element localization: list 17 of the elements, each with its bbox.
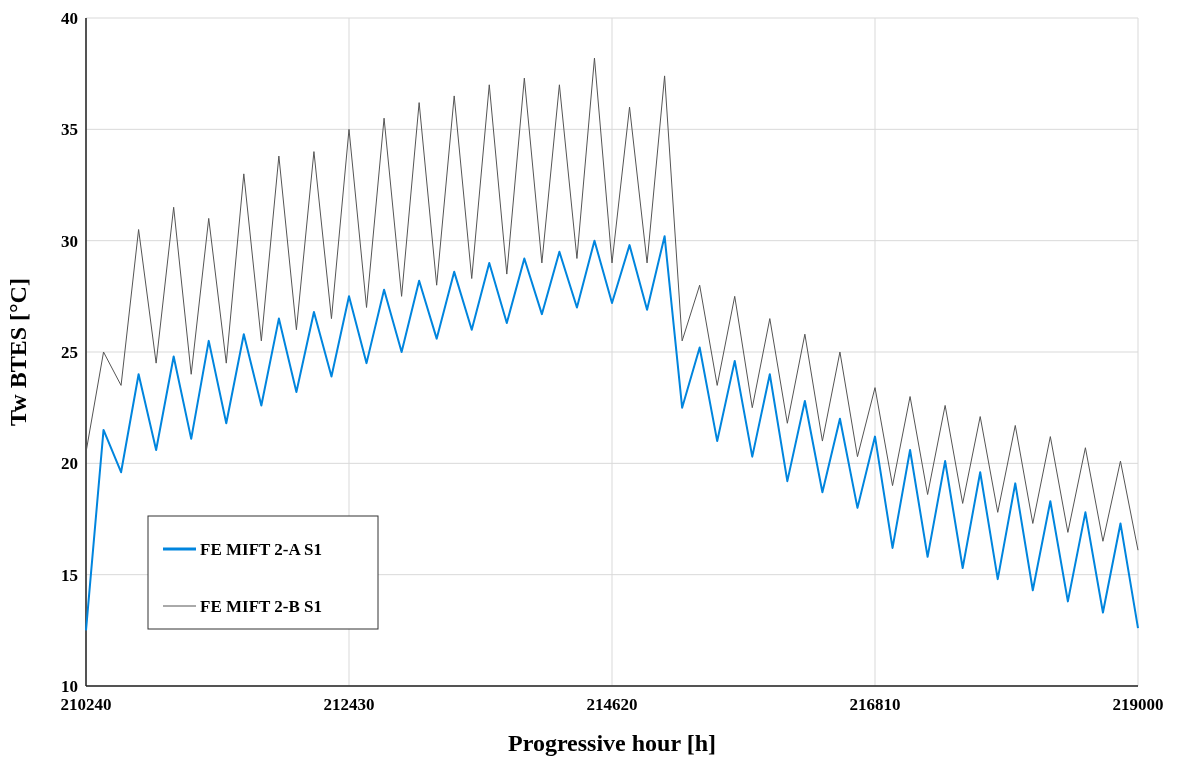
x-tick-label: 219000 xyxy=(1112,695,1164,714)
y-tick-label: 30 xyxy=(61,231,78,251)
legend-label: FE MIFT 2-A S1 xyxy=(200,540,323,559)
x-tick-label: 210240 xyxy=(60,695,112,714)
x-tick-label: 216810 xyxy=(849,695,901,714)
y-tick-label: 15 xyxy=(61,565,78,585)
x-tick-label: 212430 xyxy=(323,695,375,714)
legend-label: FE MIFT 2-B S1 xyxy=(200,597,323,616)
x-axis-title: Progressive hour [h] xyxy=(508,730,716,756)
y-tick-label: 35 xyxy=(61,120,78,140)
y-tick-label: 20 xyxy=(61,454,78,474)
line-series xyxy=(85,235,1139,632)
y-axis-title: Tw BTES [°C] xyxy=(5,278,31,426)
y-tick-label: 25 xyxy=(61,343,78,362)
y-tick-label: 40 xyxy=(61,9,78,28)
x-tick-label: 214620 xyxy=(586,695,638,714)
y-tick-label: 10 xyxy=(61,677,78,696)
